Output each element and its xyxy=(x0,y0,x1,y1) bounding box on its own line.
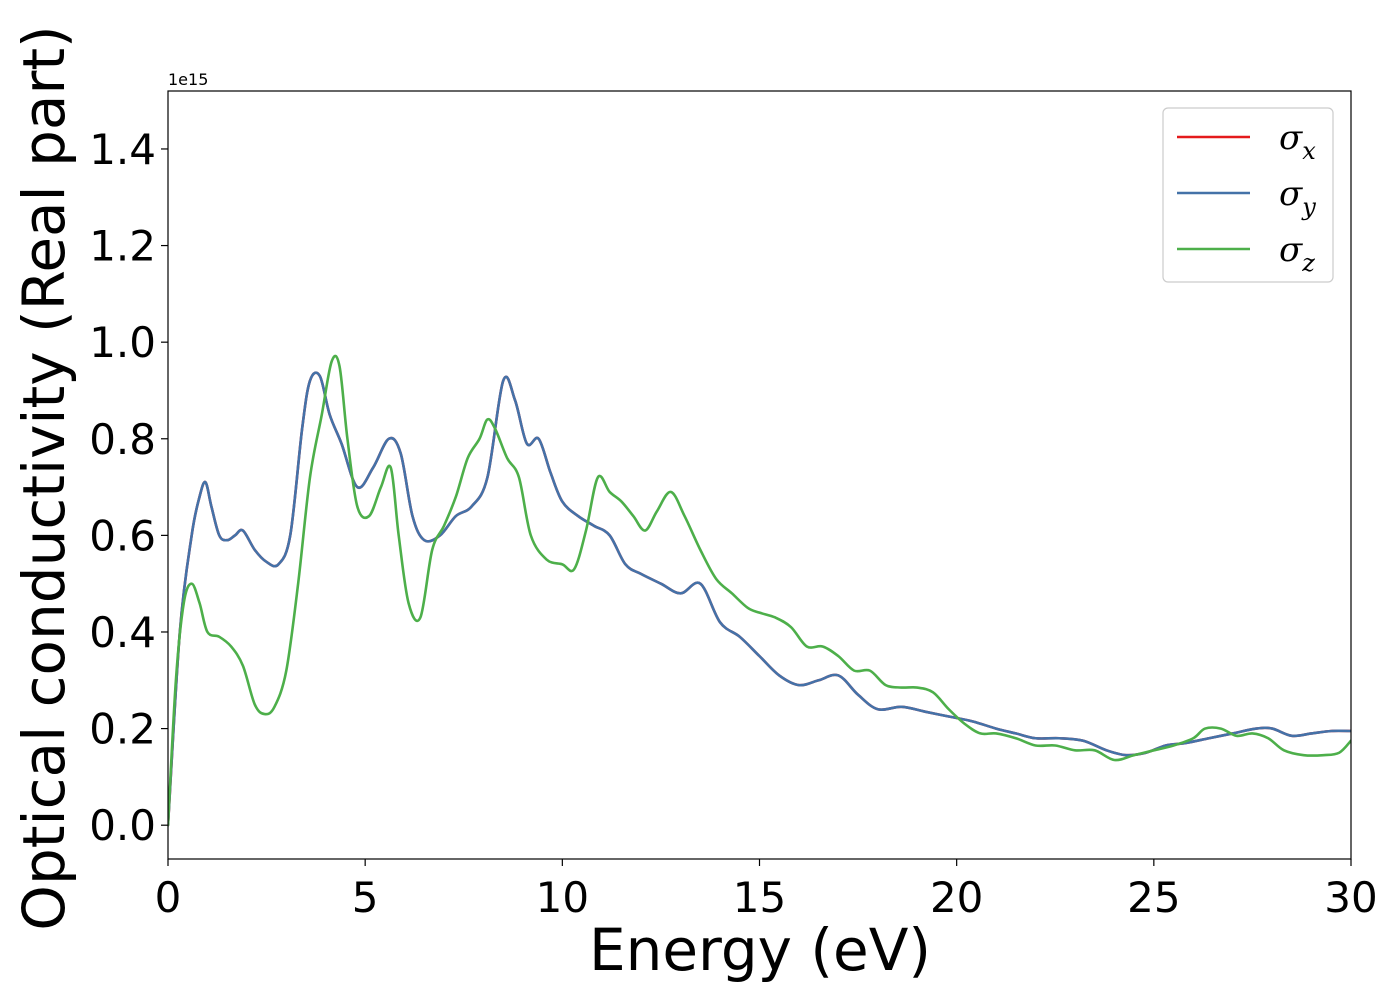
y-offset-label: 1e15 xyxy=(168,70,208,89)
x-tick-label: 0 xyxy=(155,873,182,922)
y-tick-label: 0.0 xyxy=(89,801,156,850)
x-tick-label: 20 xyxy=(930,873,983,922)
legend-label-subscript: y xyxy=(1301,193,1316,221)
x-tick-label: 5 xyxy=(352,873,379,922)
y-tick-label: 1.0 xyxy=(89,318,156,367)
y-tick-label: 1.2 xyxy=(89,222,156,271)
legend-label-symbol: σ xyxy=(1279,230,1303,270)
x-tick-label: 30 xyxy=(1324,873,1377,922)
x-tick-label: 15 xyxy=(733,873,786,922)
y-axis: 0.0 0.2 0.4 0.6 0.8 1.0 1.2 1.4 xyxy=(89,125,168,850)
y-tick-label: 0.8 xyxy=(89,415,156,464)
y-tick-label: 0.4 xyxy=(89,608,156,657)
legend-label-z: σz xyxy=(1279,230,1315,277)
y-tick-label: 1.4 xyxy=(89,125,156,174)
legend-label-y: σy xyxy=(1279,174,1316,221)
legend-label-subscript: z xyxy=(1301,249,1315,277)
y-tick-label: 0.2 xyxy=(89,705,156,754)
x-axis-title: Energy (eV) xyxy=(589,916,931,984)
legend-box xyxy=(1162,107,1334,283)
series-line-y xyxy=(168,371,1351,827)
legend-label-symbol: σ xyxy=(1279,118,1303,158)
x-tick-label: 10 xyxy=(536,873,589,922)
series-line-z xyxy=(168,354,1351,827)
legend-label-subscript: x xyxy=(1302,137,1316,165)
x-tick-label: 25 xyxy=(1127,873,1180,922)
legend-label-symbol: σ xyxy=(1279,174,1303,214)
legend-label-x: σx xyxy=(1279,118,1316,165)
x-axis: 0 5 10 15 20 25 30 xyxy=(155,859,1378,922)
y-tick-label: 0.6 xyxy=(89,511,156,560)
series-layer xyxy=(168,354,1351,827)
y-axis-title: Optical conductivity (Real part) xyxy=(10,25,78,930)
